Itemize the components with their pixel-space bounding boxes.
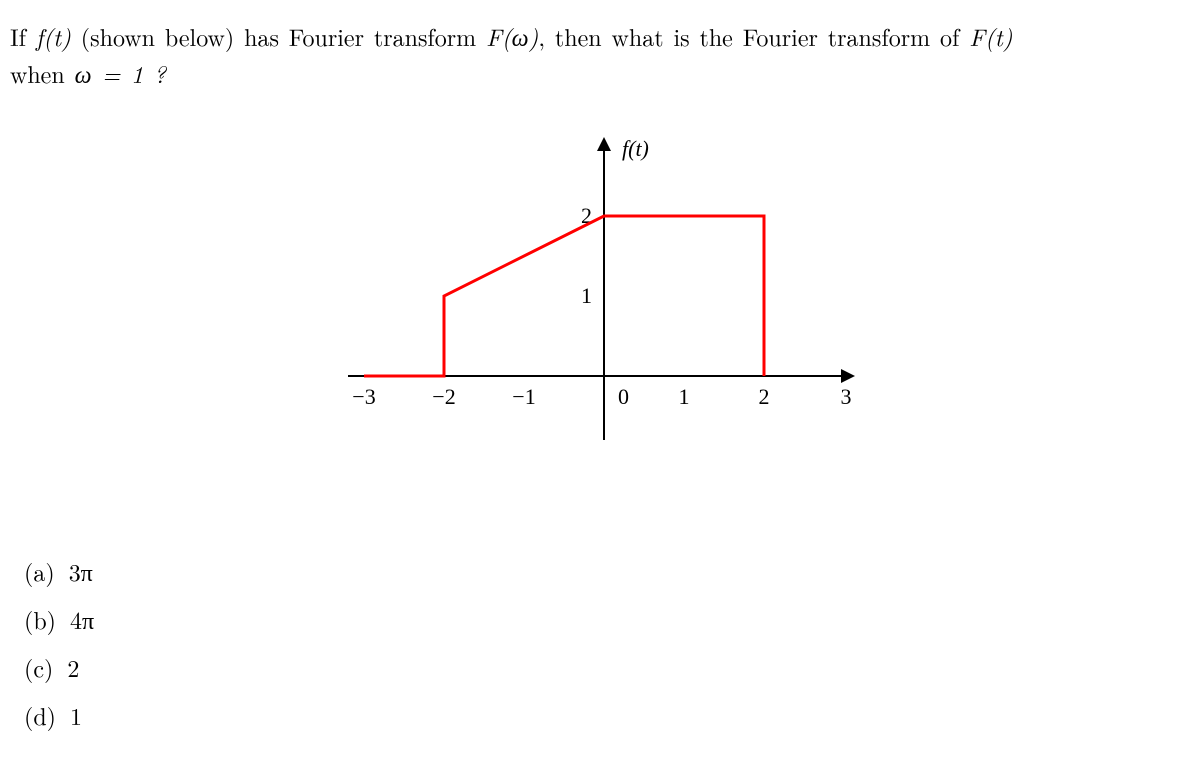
- svg-text:−1: −1: [512, 384, 535, 409]
- q-seg-1: If: [10, 19, 36, 53]
- choice-d-value: 1: [64, 698, 82, 732]
- plot-svg: −3−2−1012312f(t)t: [330, 114, 870, 484]
- svg-text:−2: −2: [432, 384, 455, 409]
- q-math-omega: ω = 1 ?: [75, 56, 166, 90]
- q-math-Fw: F(ω): [486, 19, 538, 53]
- choice-c-label: (c): [24, 650, 53, 684]
- svg-text:0: 0: [618, 384, 629, 409]
- choice-a-value: 3π: [63, 554, 93, 588]
- svg-text:f(t): f(t): [622, 136, 649, 161]
- svg-text:1: 1: [679, 384, 690, 409]
- choice-a-label: (a): [24, 554, 55, 588]
- svg-text:2: 2: [759, 384, 770, 409]
- choice-a: (a) 3π: [24, 554, 1190, 588]
- question-text: If f(t) (shown below) has Fourier transf…: [10, 18, 1190, 92]
- choice-d-label: (d): [24, 698, 56, 732]
- q-seg-2: (shown below) has Fourier transform: [71, 19, 486, 53]
- q-math-ft: f(t): [36, 19, 71, 53]
- page: If f(t) (shown below) has Fourier transf…: [0, 0, 1200, 732]
- choice-b-value: 4π: [64, 602, 94, 636]
- answer-choices: (a) 3π (b) 4π (c) 2 (d) 1: [10, 554, 1190, 732]
- choice-b: (b) 4π: [24, 602, 1190, 636]
- choice-c: (c) 2: [24, 650, 1190, 684]
- choice-b-label: (b): [24, 602, 56, 636]
- svg-text:−3: −3: [352, 384, 375, 409]
- q-seg-4: when: [10, 56, 75, 90]
- svg-text:1: 1: [581, 283, 592, 308]
- choice-d: (d) 1: [24, 698, 1190, 732]
- svg-text:3: 3: [841, 384, 852, 409]
- choice-c-value: 2: [61, 650, 79, 684]
- q-math-Ft: F(t): [969, 19, 1012, 53]
- plot: −3−2−1012312f(t)t: [330, 114, 870, 489]
- q-seg-3: , then what is the Fourier transform of: [538, 19, 969, 53]
- plot-container: −3−2−1012312f(t)t: [10, 114, 1190, 489]
